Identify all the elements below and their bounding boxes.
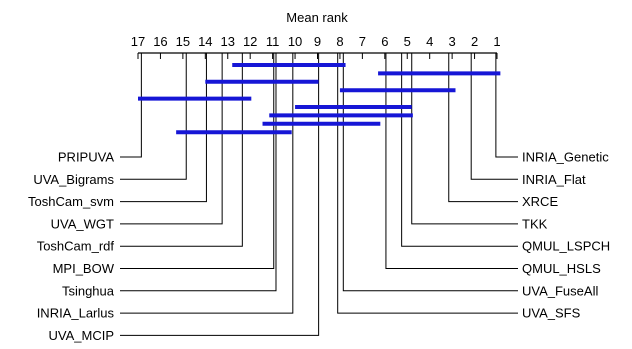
method-connector: [120, 53, 187, 180]
method-label: XRCE: [522, 194, 558, 209]
axis-tick-label: 1: [493, 34, 500, 49]
method-labels: PRIPUVA UVA_Bigrams ToshCam_svm UVA_WGT Tosh…: [28, 150, 610, 343]
axis-tick-label: 9: [314, 34, 321, 49]
method-connector: [470, 53, 518, 180]
axis-tick-label: 16: [153, 34, 167, 49]
method-label: MPI_BOW: [53, 261, 115, 276]
axis-tick-label: 10: [288, 34, 302, 49]
method-label: INRIA_Flat: [522, 172, 586, 187]
method-connector: [120, 53, 294, 314]
method-label: INRIA_Genetic: [522, 150, 609, 165]
method-connector: [120, 53, 223, 225]
method-connector: [495, 53, 518, 158]
method-label: UVA_MCIP: [49, 328, 115, 343]
method-connectors: [120, 53, 518, 336]
axis-tick-label: 15: [176, 34, 190, 49]
method-label: UVA_WGT: [51, 216, 114, 231]
method-connector: [448, 53, 518, 203]
axis-tick-label: 2: [471, 34, 478, 49]
axis-tick-label: 7: [359, 34, 366, 49]
method-label: PRIPUVA: [58, 150, 114, 165]
clique-bars: [138, 63, 501, 135]
axis-tick-label: 14: [198, 34, 212, 49]
method-label: ToshCam_svm: [28, 194, 114, 209]
method-connector: [401, 53, 518, 247]
axis-tick-label: 6: [381, 34, 388, 49]
axis-tick-label: 5: [404, 34, 411, 49]
axis-tick-label: 11: [266, 34, 280, 49]
method-connector: [120, 53, 320, 336]
method-label: QMUL_HSLS: [522, 261, 601, 276]
chart-title: Mean rank: [286, 10, 348, 25]
axis-tick-label: 13: [221, 34, 235, 49]
method-label: UVA_SFS: [522, 306, 581, 321]
method-connector: [411, 53, 518, 225]
method-label: TKK: [522, 216, 548, 231]
method-label: QMUL_LSPCH: [522, 239, 610, 254]
method-connector: [120, 53, 275, 269]
method-connector: [120, 53, 243, 247]
axis-tick-label: 12: [243, 34, 257, 49]
method-connector: [120, 53, 277, 292]
method-label: UVA_Bigrams: [33, 172, 114, 187]
method-label: UVA_FuseAll: [522, 283, 598, 298]
method-connector: [120, 53, 207, 203]
method-connector: [385, 53, 518, 269]
method-connector: [342, 53, 518, 292]
axis-tick-label: 3: [449, 34, 456, 49]
rank-axis-ticks: 17 16 15 14 13 12 11 10 9 8 7 6 5 4 3 2 1: [131, 34, 501, 59]
axis-tick-label: 17: [131, 34, 145, 49]
axis-tick-label: 8: [336, 34, 343, 49]
method-label: Tsinghua: [62, 283, 115, 298]
method-connector: [337, 53, 518, 314]
method-label: ToshCam_rdf: [37, 239, 115, 254]
axis-tick-label: 4: [426, 34, 433, 49]
method-connector: [120, 53, 142, 158]
method-label: INRIA_Larlus: [37, 306, 115, 321]
